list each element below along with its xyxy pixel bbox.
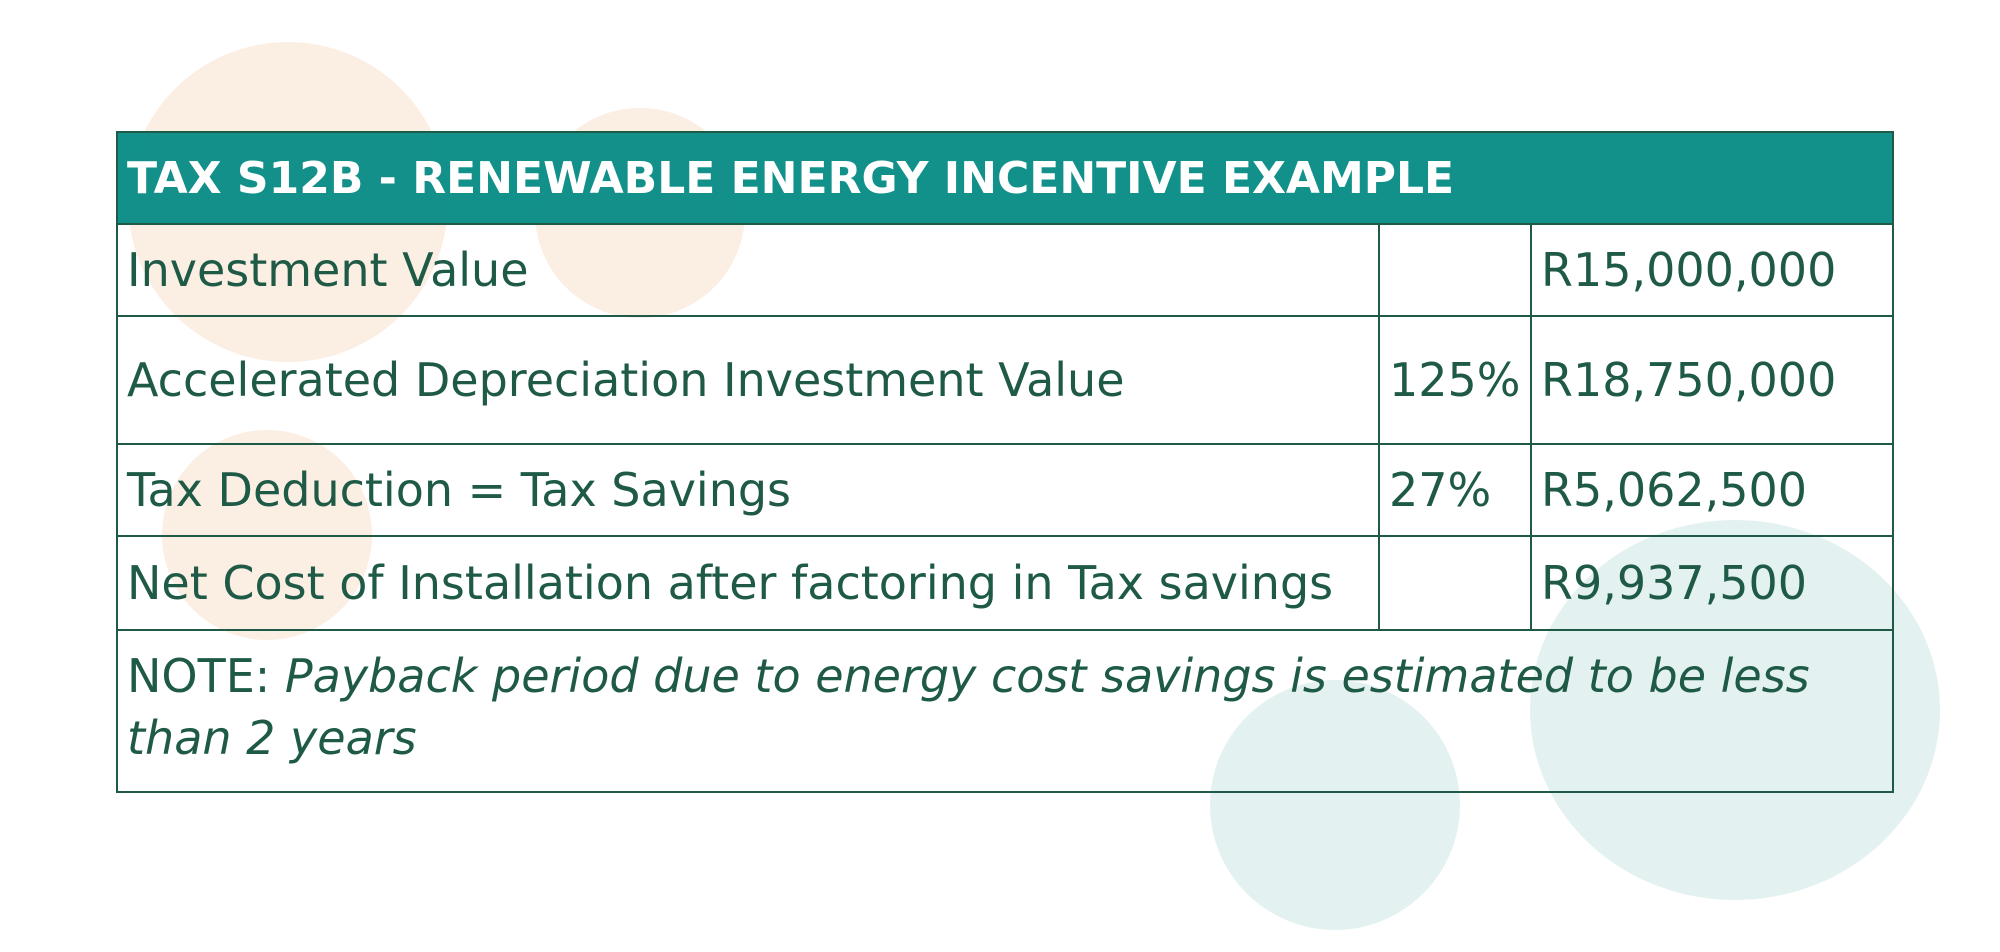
- row-rate-accelerated-depreciation: 125%: [1380, 317, 1532, 445]
- row-label-investment-value: Investment Value: [118, 225, 1380, 317]
- background-blob: [1530, 520, 1940, 900]
- row-rate-tax-deduction: 27%: [1380, 445, 1532, 537]
- table-title: TAX S12B - RENEWABLE ENERGY INCENTIVE EX…: [118, 133, 1892, 225]
- note-text: Payback period due to energy cost saving…: [127, 649, 1810, 765]
- background-blob: [1210, 680, 1460, 930]
- row-label-net-cost: Net Cost of Installation after factoring…: [118, 537, 1380, 631]
- row-label-tax-deduction: Tax Deduction = Tax Savings: [118, 445, 1380, 537]
- row-amount-accelerated-depreciation: R18,750,000: [1532, 317, 1892, 445]
- row-amount-tax-deduction: R5,062,500: [1532, 445, 1892, 537]
- table-note: NOTE: Payback period due to energy cost …: [118, 631, 1892, 791]
- row-amount-net-cost: R9,937,500: [1532, 537, 1892, 631]
- row-label-accelerated-depreciation: Accelerated Depreciation Investment Valu…: [118, 317, 1380, 445]
- note-prefix: NOTE:: [127, 649, 285, 703]
- incentive-table: TAX S12B - RENEWABLE ENERGY INCENTIVE EX…: [116, 131, 1894, 793]
- row-rate-investment-value: [1380, 225, 1532, 317]
- row-rate-net-cost: [1380, 537, 1532, 631]
- row-amount-investment-value: R15,000,000: [1532, 225, 1892, 317]
